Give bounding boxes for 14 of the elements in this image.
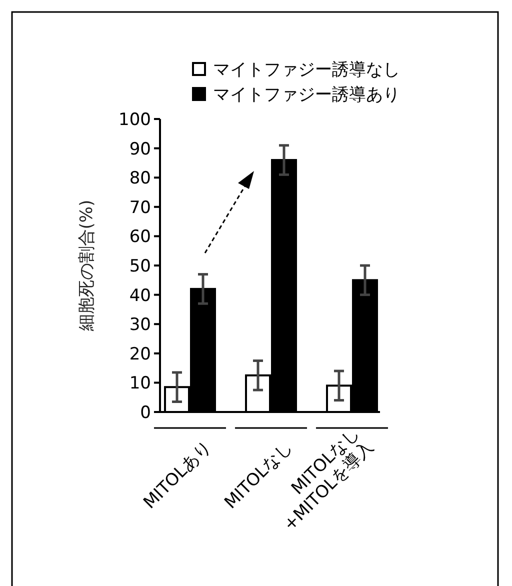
y-tick-label: 40	[129, 286, 151, 306]
y-tick-label: 30	[129, 315, 151, 336]
y-tick-label: 0	[140, 403, 151, 423]
y-tick-label: 70	[129, 198, 151, 218]
y-tick-label: 80	[129, 168, 151, 189]
y-tick-label: 90	[129, 139, 151, 160]
y-tick-label: 10	[129, 374, 151, 394]
y-tick-label: 60	[129, 227, 151, 248]
y-tick-label: 20	[129, 344, 151, 364]
legend-label: マイトファジー誘導なし	[213, 60, 400, 80]
y-tick-label: 50	[129, 256, 151, 276]
y-axis-title: 細胞死の割合(%)	[77, 200, 97, 332]
y-tick-label: 100	[118, 110, 151, 130]
legend-label: マイトファジー誘導あり	[213, 85, 400, 105]
